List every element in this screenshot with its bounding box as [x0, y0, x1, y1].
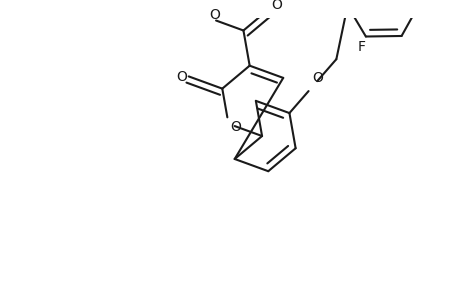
Text: O: O	[311, 71, 322, 85]
Text: O: O	[209, 8, 219, 22]
Text: O: O	[270, 0, 281, 12]
Text: O: O	[176, 70, 187, 84]
Text: O: O	[230, 120, 241, 134]
Text: F: F	[357, 40, 364, 54]
